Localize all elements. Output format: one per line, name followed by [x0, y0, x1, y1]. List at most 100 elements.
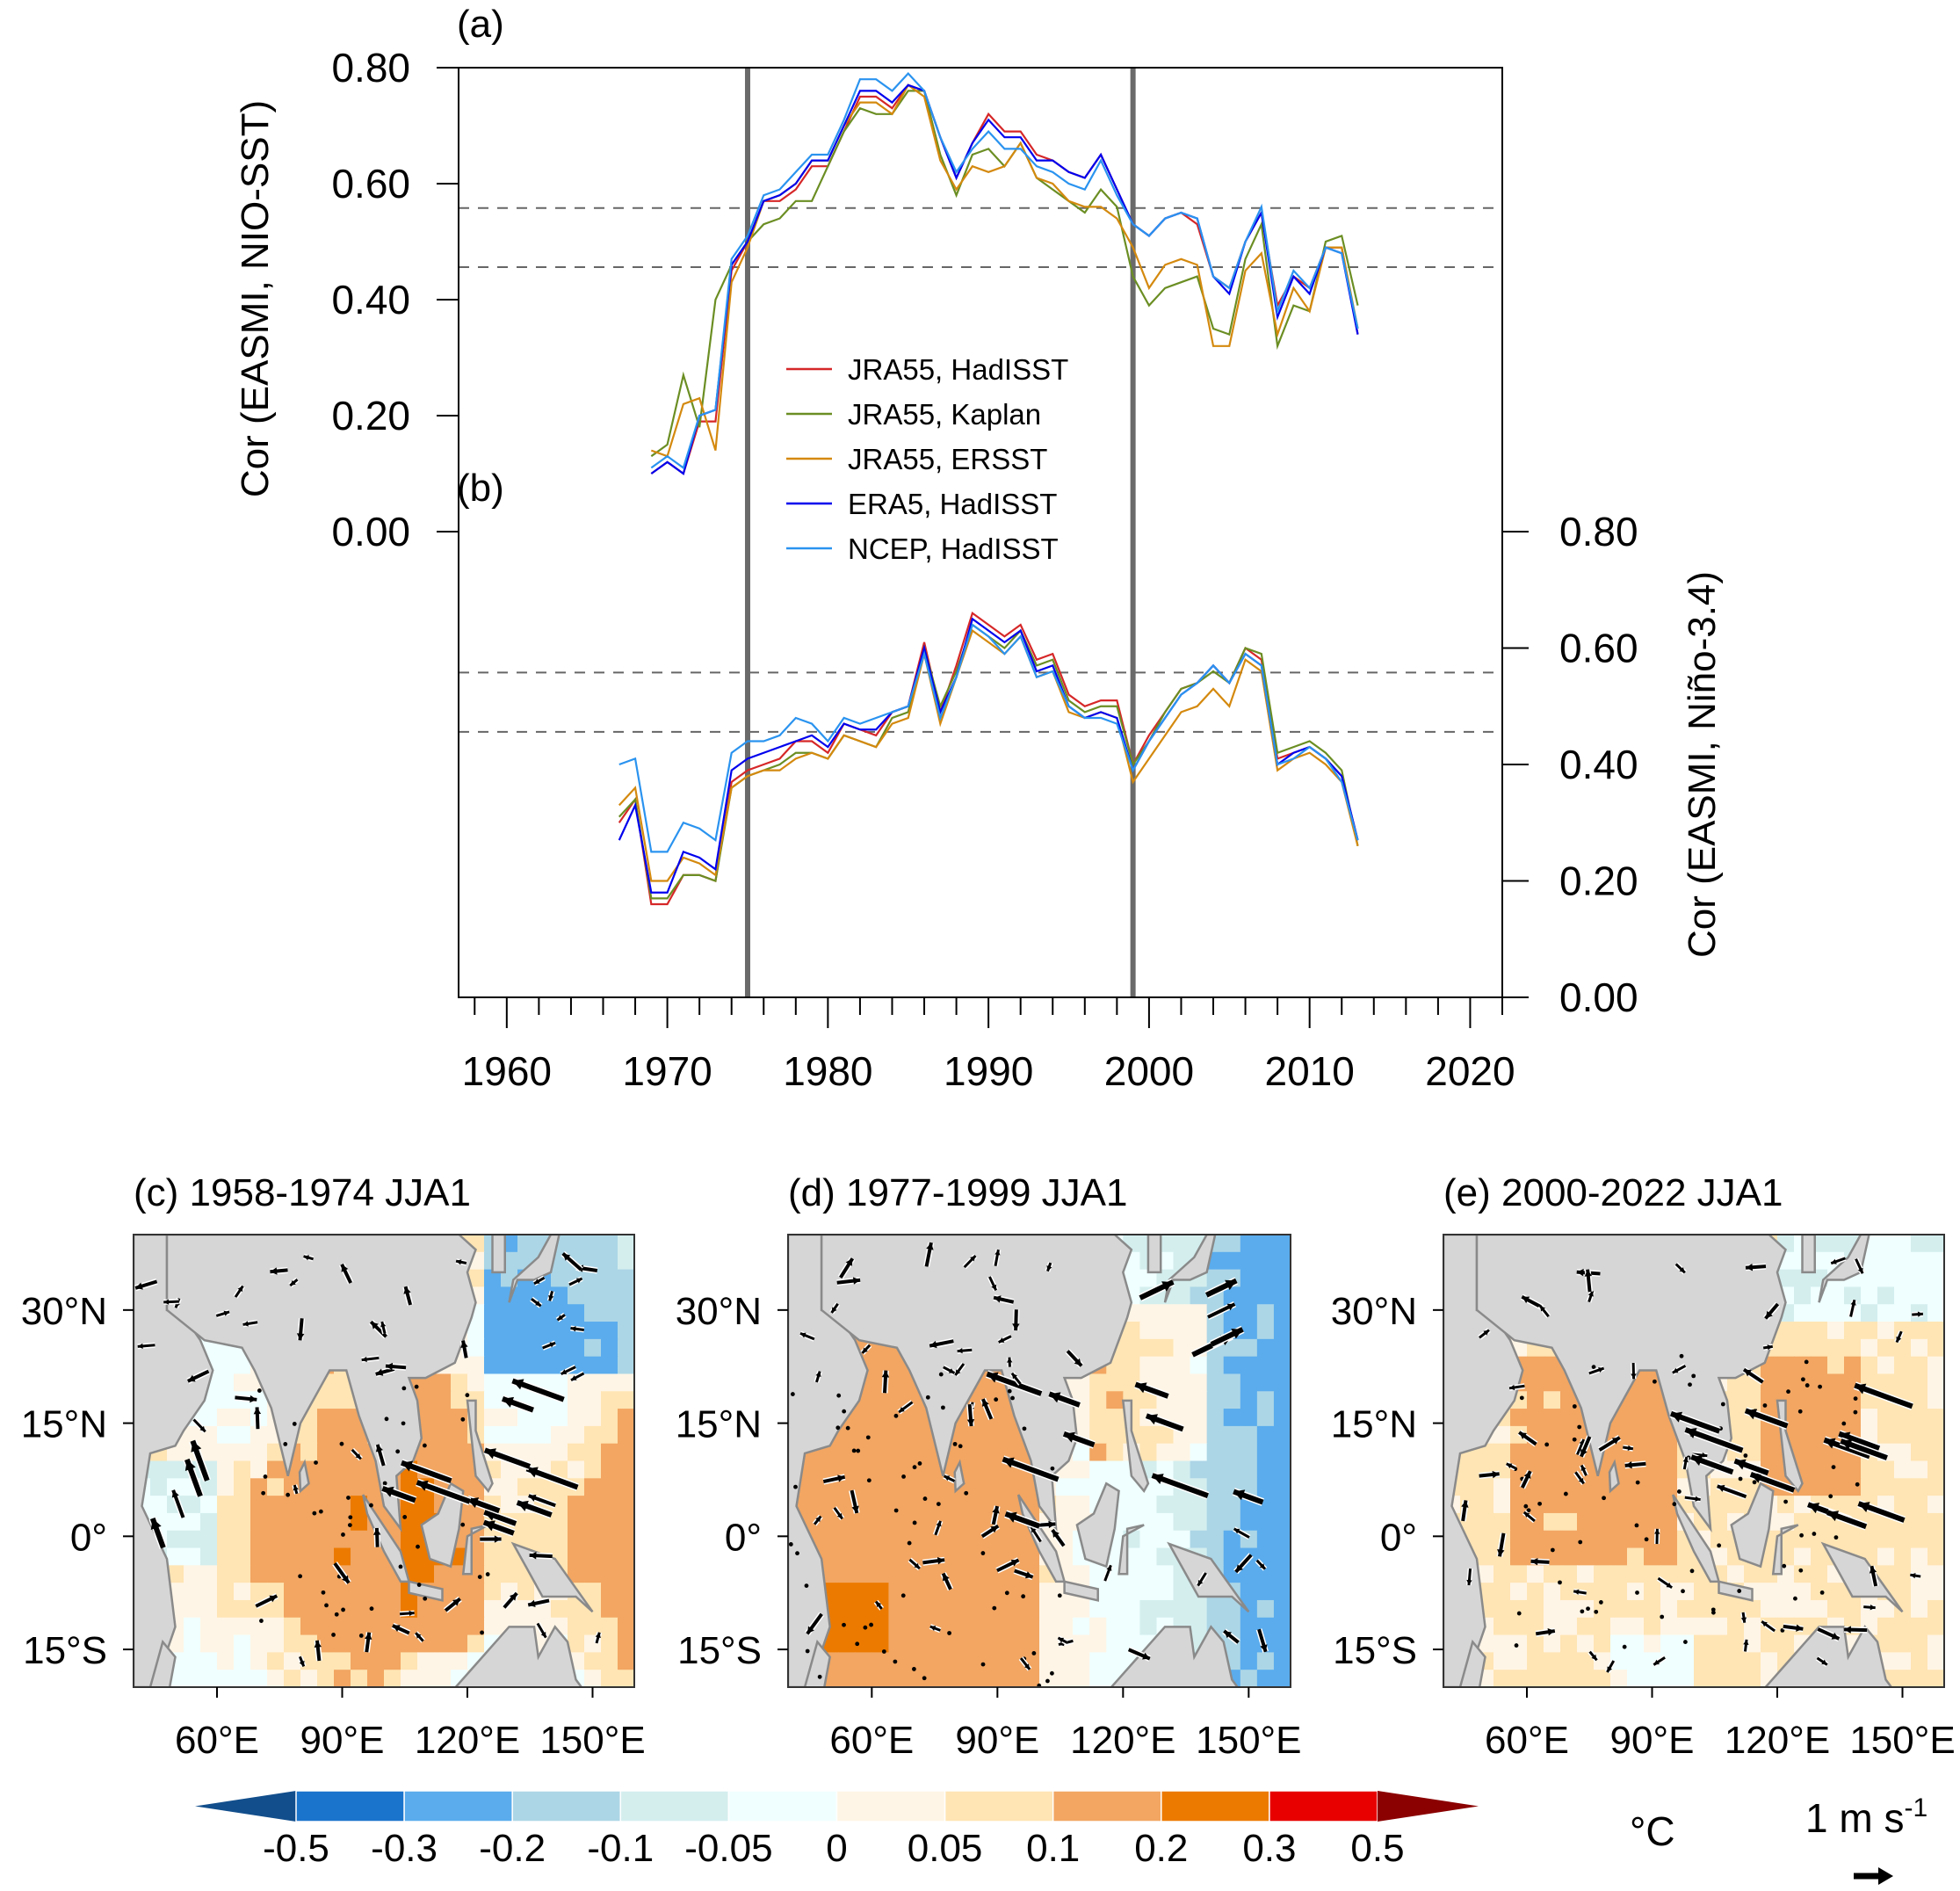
sst-cell	[351, 1530, 368, 1549]
wind-arrowhead-icon	[1654, 1528, 1660, 1534]
sst-cell	[1811, 1322, 1828, 1340]
sst-cell	[972, 1565, 990, 1583]
sst-cell	[1240, 1286, 1258, 1305]
sst-cell	[1894, 1443, 1912, 1462]
y-tick-label-left: 0.00	[331, 509, 410, 554]
sst-cell	[234, 1583, 251, 1601]
sst-cell	[1794, 1391, 1812, 1409]
significance-dot	[1710, 1607, 1716, 1612]
significance-dot	[805, 1648, 810, 1654]
wind-arrowhead-icon	[1761, 1621, 1768, 1627]
wind-arrowhead-icon	[361, 1356, 367, 1363]
sst-cell	[922, 1565, 940, 1583]
wind-arrowhead-icon	[1010, 1559, 1019, 1567]
sst-cell	[217, 1443, 235, 1462]
significance-dot	[922, 1676, 927, 1681]
significance-dot	[1660, 1614, 1665, 1619]
sst-cell	[451, 1583, 468, 1601]
land-mass	[1818, 1235, 1870, 1303]
sst-cell	[300, 1547, 318, 1566]
sst-cell	[1927, 1512, 1944, 1532]
sst-cell	[1594, 1478, 1611, 1496]
sst-cell	[1256, 1512, 1275, 1532]
sst-cell	[1056, 1670, 1074, 1687]
sst-cell	[1494, 1634, 1511, 1653]
reference-vector-text: 1 m s	[1805, 1795, 1904, 1841]
sst-cell	[334, 1443, 351, 1462]
land-mass	[491, 1235, 506, 1274]
wind-arrowhead-icon	[1824, 1438, 1836, 1449]
sst-cell	[1627, 1565, 1645, 1583]
sst-cell	[618, 1269, 634, 1288]
colorbar-label: -0.3	[371, 1827, 438, 1870]
sst-cell	[1005, 1583, 1023, 1601]
sst-cell	[484, 1617, 502, 1636]
lon-tick-label: 60°E	[1485, 1719, 1569, 1762]
sst-cell	[1223, 1512, 1241, 1532]
sst-cell	[434, 1373, 452, 1392]
wind-arrowhead-icon	[836, 1512, 843, 1519]
sst-cell	[317, 1670, 335, 1687]
sst-cell	[451, 1652, 468, 1670]
sst-cell	[1877, 1409, 1895, 1427]
sst-cell	[1173, 1391, 1191, 1409]
significance-dot	[1514, 1643, 1519, 1648]
sst-cell	[1073, 1652, 1090, 1670]
significance-dot	[1676, 1489, 1682, 1494]
sst-cell	[467, 1583, 485, 1601]
sst-cell	[1911, 1670, 1928, 1687]
sst-cell	[451, 1425, 468, 1445]
sst-cell	[872, 1496, 889, 1514]
sst-cell	[1877, 1322, 1895, 1340]
wind-arrowhead-icon	[981, 1399, 989, 1407]
sst-cell	[1794, 1443, 1812, 1462]
sst-cell	[872, 1565, 889, 1583]
sst-cell	[1544, 1599, 1561, 1619]
sst-cell	[955, 1634, 973, 1653]
sst-cell	[1577, 1634, 1595, 1653]
sst-cell	[821, 1547, 839, 1566]
sst-cell	[888, 1460, 907, 1479]
wind-arrowhead-icon	[1074, 1358, 1082, 1366]
wind-arrowhead-icon	[199, 1425, 206, 1432]
sst-cell	[1744, 1670, 1761, 1687]
significance-dot	[460, 1522, 466, 1527]
sst-cell	[367, 1583, 385, 1601]
sst-cell	[1877, 1235, 1895, 1253]
significance-dot	[1558, 1580, 1562, 1585]
sst-cell	[334, 1530, 351, 1549]
significance-dot	[869, 1622, 873, 1627]
lat-tick-label: 15°N	[676, 1403, 762, 1446]
sst-cell	[1056, 1496, 1074, 1514]
sst-cell	[200, 1634, 218, 1653]
sst-cell	[1827, 1391, 1845, 1409]
sst-cell	[601, 1269, 618, 1288]
sst-cell	[1861, 1478, 1878, 1496]
lat-tick-label: 15°N	[21, 1403, 107, 1446]
sst-cell	[451, 1460, 468, 1479]
sst-cell	[1206, 1322, 1225, 1340]
sst-cell	[1794, 1512, 1812, 1532]
wind-arrowhead-icon	[914, 1562, 920, 1569]
sst-cell	[888, 1478, 907, 1496]
land-mass	[1146, 1235, 1162, 1274]
significance-dot	[1523, 1503, 1529, 1509]
sst-cell	[1106, 1599, 1124, 1619]
wind-arrowhead-icon	[1046, 1265, 1052, 1272]
sst-cell	[1827, 1235, 1845, 1253]
sst-cell	[1727, 1670, 1745, 1687]
sst-cell	[501, 1425, 518, 1445]
map-field	[788, 1235, 1291, 1687]
wind-arrowhead-icon	[483, 1520, 495, 1532]
sst-cell	[905, 1425, 923, 1445]
wind-arrowhead-icon	[1767, 1344, 1773, 1351]
sst-cell	[1139, 1617, 1158, 1636]
sst-cell	[905, 1496, 923, 1514]
wind-arrowhead-icon	[375, 1444, 383, 1453]
sst-cell	[1056, 1617, 1074, 1636]
sst-cell	[1123, 1269, 1140, 1288]
sst-cell	[150, 1460, 168, 1479]
sst-cell	[922, 1512, 940, 1532]
sst-cell	[1560, 1583, 1578, 1601]
